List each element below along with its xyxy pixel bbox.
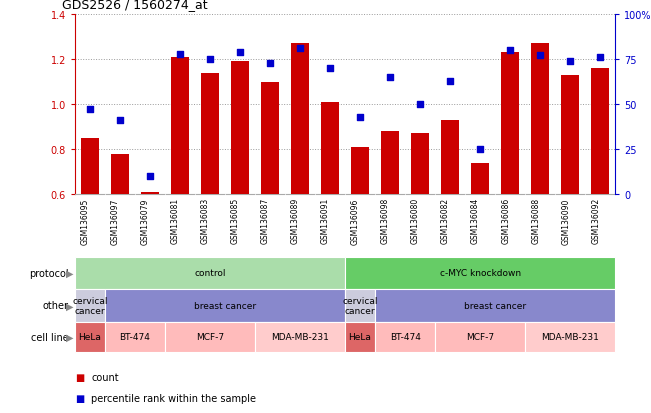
Text: control: control bbox=[194, 269, 226, 278]
Bar bbox=[561, 76, 579, 195]
Text: GSM136079: GSM136079 bbox=[141, 198, 150, 244]
Text: GSM136098: GSM136098 bbox=[381, 198, 390, 244]
Text: GSM136086: GSM136086 bbox=[501, 198, 510, 244]
Text: cell line: cell line bbox=[31, 332, 68, 342]
Point bbox=[325, 66, 335, 72]
Text: HeLa: HeLa bbox=[78, 333, 102, 342]
Bar bbox=[501, 53, 519, 195]
Text: breast cancer: breast cancer bbox=[194, 301, 256, 310]
Text: GSM136084: GSM136084 bbox=[471, 198, 480, 244]
Text: c-MYC knockdown: c-MYC knockdown bbox=[439, 269, 521, 278]
Text: ▶: ▶ bbox=[66, 301, 74, 311]
Point bbox=[475, 146, 485, 153]
Point bbox=[295, 46, 305, 52]
Point bbox=[385, 74, 395, 81]
Text: breast cancer: breast cancer bbox=[464, 301, 526, 310]
Bar bbox=[471, 163, 489, 195]
Bar bbox=[351, 147, 369, 195]
Text: BT-474: BT-474 bbox=[120, 333, 150, 342]
Bar bbox=[81, 138, 99, 195]
Point bbox=[445, 78, 455, 85]
Text: GSM136089: GSM136089 bbox=[291, 198, 300, 244]
Point bbox=[235, 50, 245, 56]
Bar bbox=[321, 102, 339, 195]
Text: ■: ■ bbox=[75, 393, 84, 403]
Bar bbox=[141, 192, 159, 195]
Text: MCF-7: MCF-7 bbox=[466, 333, 494, 342]
Text: MDA-MB-231: MDA-MB-231 bbox=[541, 333, 599, 342]
Bar bbox=[591, 69, 609, 195]
Point bbox=[565, 58, 575, 65]
Text: cervical
cancer: cervical cancer bbox=[342, 296, 378, 316]
Text: other: other bbox=[42, 301, 68, 311]
Bar bbox=[441, 121, 459, 195]
Text: GSM136096: GSM136096 bbox=[351, 198, 360, 244]
Text: GSM136092: GSM136092 bbox=[591, 198, 600, 244]
Text: BT-474: BT-474 bbox=[390, 333, 421, 342]
Text: ■: ■ bbox=[75, 372, 84, 382]
Bar bbox=[261, 82, 279, 195]
Text: GSM136087: GSM136087 bbox=[261, 198, 270, 244]
Text: GSM136088: GSM136088 bbox=[531, 198, 540, 244]
Point bbox=[265, 60, 275, 67]
Point bbox=[355, 114, 365, 121]
Text: ▶: ▶ bbox=[66, 268, 74, 278]
Bar bbox=[231, 62, 249, 195]
Point bbox=[174, 51, 185, 58]
Text: GSM136097: GSM136097 bbox=[111, 198, 120, 244]
Text: GSM136090: GSM136090 bbox=[561, 198, 570, 244]
Text: cervical
cancer: cervical cancer bbox=[72, 296, 107, 316]
Text: HeLa: HeLa bbox=[348, 333, 372, 342]
Bar bbox=[531, 44, 549, 195]
Bar bbox=[381, 132, 399, 195]
Bar bbox=[411, 134, 429, 195]
Text: protocol: protocol bbox=[29, 268, 68, 278]
Text: percentile rank within the sample: percentile rank within the sample bbox=[91, 393, 256, 403]
Point bbox=[595, 55, 605, 62]
Text: GSM136080: GSM136080 bbox=[411, 198, 420, 244]
Point bbox=[85, 107, 95, 114]
Text: GSM136095: GSM136095 bbox=[81, 198, 90, 244]
Text: GSM136091: GSM136091 bbox=[321, 198, 330, 244]
Point bbox=[535, 53, 546, 59]
Text: GSM136081: GSM136081 bbox=[171, 198, 180, 244]
Text: ▶: ▶ bbox=[66, 332, 74, 342]
Bar bbox=[171, 57, 189, 195]
Bar bbox=[291, 44, 309, 195]
Text: count: count bbox=[91, 372, 118, 382]
Text: GDS2526 / 1560274_at: GDS2526 / 1560274_at bbox=[62, 0, 208, 11]
Point bbox=[415, 102, 425, 108]
Bar bbox=[111, 154, 129, 195]
Text: GSM136083: GSM136083 bbox=[201, 198, 210, 244]
Point bbox=[204, 57, 215, 63]
Point bbox=[115, 118, 125, 124]
Point bbox=[505, 47, 516, 54]
Text: GSM136082: GSM136082 bbox=[441, 198, 450, 244]
Text: GSM136085: GSM136085 bbox=[231, 198, 240, 244]
Point bbox=[145, 173, 155, 180]
Bar bbox=[201, 74, 219, 195]
Text: MDA-MB-231: MDA-MB-231 bbox=[271, 333, 329, 342]
Text: MCF-7: MCF-7 bbox=[196, 333, 224, 342]
